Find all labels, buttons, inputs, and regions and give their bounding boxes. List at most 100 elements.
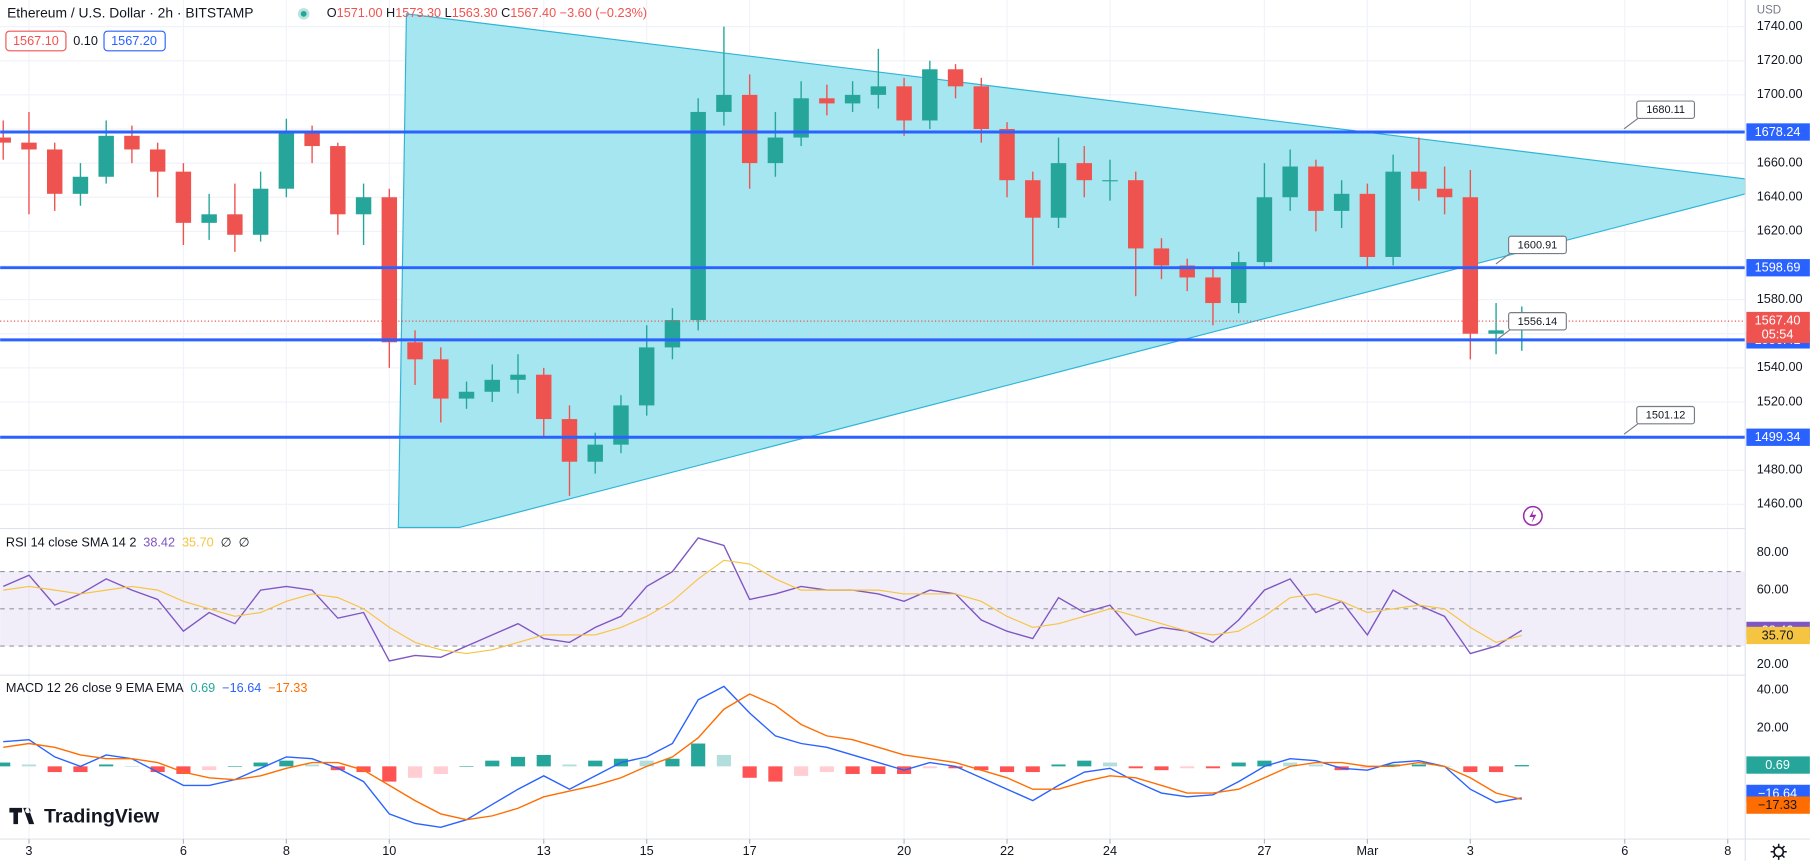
legend-value: ∅	[221, 536, 232, 550]
x-tick-label: Mar	[1356, 844, 1379, 858]
histogram-bar	[253, 762, 268, 767]
rsi-band	[0, 571, 1746, 647]
histogram-bar	[562, 764, 577, 767]
x-tick-label: 15	[640, 844, 654, 858]
candle-body	[1025, 180, 1041, 218]
histogram-bar	[150, 766, 165, 773]
x-tick-label: 8	[283, 844, 290, 858]
candle-body	[947, 69, 964, 87]
histogram-bar	[21, 764, 37, 767]
candle-body	[638, 347, 655, 406]
candle-body	[1128, 180, 1144, 249]
x-tick-label: 24	[1103, 844, 1117, 858]
candle-body	[1050, 163, 1067, 218]
logo-mark	[9, 807, 35, 825]
logo[interactable]: TradingView	[44, 805, 160, 827]
callout-label: 1501.12	[1646, 410, 1686, 422]
candle-body	[175, 171, 192, 223]
legend-name: RSI 14 close SMA 14 2	[6, 536, 136, 550]
ask: 1567.20	[111, 34, 157, 48]
histogram-bar	[1154, 766, 1169, 771]
histogram-bar	[1463, 766, 1478, 773]
y-tick-label: 1480.00	[1757, 463, 1803, 477]
candle-body	[1230, 262, 1247, 304]
candle-body	[1205, 277, 1221, 304]
histogram-bar	[176, 766, 191, 774]
histogram-bar	[279, 760, 294, 767]
y-tick-label: 60.00	[1757, 583, 1789, 597]
indicator-line	[3, 559, 1522, 655]
y-tick-label: 20.00	[1757, 721, 1789, 735]
rsi-background	[0, 570, 1746, 647]
histogram-bar	[794, 766, 809, 776]
callout-label: 1600.91	[1518, 239, 1558, 251]
price-badge-label: 35.70	[1762, 628, 1794, 642]
callout-box	[1636, 100, 1696, 119]
legend-value: ∅	[239, 536, 250, 550]
histogram-bar	[99, 764, 114, 767]
histogram-bar	[974, 766, 989, 771]
price-badge-label: 1598.69	[1755, 261, 1801, 275]
triangle-drawing[interactable]	[397, 13, 1746, 529]
histogram-bar	[1257, 760, 1272, 767]
histogram-bar	[742, 766, 757, 778]
y-tick-label: 1460.00	[1757, 497, 1803, 511]
alert-icon[interactable]	[1522, 505, 1543, 526]
histogram-bar	[716, 754, 731, 767]
y-tick-label: 1740.00	[1757, 19, 1803, 33]
histogram-bar	[202, 766, 217, 771]
sell-button[interactable]	[5, 30, 67, 52]
legend-value: 35.70	[182, 536, 214, 550]
candle-body	[973, 86, 990, 129]
y-tick-label: 1700.00	[1757, 87, 1803, 101]
histogram-bar	[768, 766, 783, 782]
candle-body	[21, 142, 37, 150]
candle-body	[1153, 248, 1170, 266]
histogram-bar	[948, 766, 963, 769]
candle-body	[1462, 197, 1479, 334]
candle-body	[149, 149, 166, 172]
candle-body	[870, 86, 887, 95]
candle-body	[124, 135, 140, 150]
callout-pointer	[1623, 117, 1639, 130]
alert-icon-bolt	[1529, 508, 1537, 523]
last-price-badge	[1746, 311, 1810, 344]
candle-body	[561, 419, 578, 462]
x-tick-label: 13	[537, 844, 551, 858]
price-badge	[1746, 123, 1810, 141]
histogram-bar	[922, 766, 937, 769]
callout-label: 1556.14	[1518, 316, 1558, 328]
market-status-dot	[300, 10, 307, 17]
ohlc-value: 1571.00	[337, 6, 383, 20]
indicator-legend: MACD 12 26 close 9 EMA EMA 0.69 −16.64 −17.…	[6, 681, 308, 695]
histogram-bar	[1231, 762, 1246, 767]
y-tick-label: 20.00	[1757, 657, 1789, 671]
callout-box	[1508, 235, 1567, 255]
callout-box	[1636, 405, 1696, 425]
countdown: 05:54	[1762, 327, 1794, 341]
histogram-bar	[1102, 762, 1118, 767]
settings-icon-teeth	[1770, 843, 1787, 860]
x-tick-label: 27	[1257, 844, 1271, 858]
legend-name: MACD 12 26 close 9 EMA EMA	[6, 681, 184, 695]
histogram-bar	[1077, 760, 1092, 767]
callout-pointer	[1495, 253, 1511, 265]
candle-body	[741, 94, 758, 164]
buy-button[interactable]	[103, 30, 166, 52]
histogram-bar	[73, 766, 88, 773]
candle-body	[407, 342, 423, 360]
legend-value: 38.42	[143, 536, 175, 550]
symbol-title[interactable]: Ethereum / U.S. Dollar · 2h · BITSTAMP	[7, 5, 253, 21]
histogram-bar	[1205, 766, 1221, 769]
histogram-bar	[356, 766, 371, 773]
histogram-bar	[305, 764, 320, 767]
axes: 1460.001480.001500.001520.001540.001560.…	[6, 19, 1810, 858]
candle-body	[1411, 171, 1427, 189]
price-badge	[1746, 756, 1810, 774]
last-price-label: 1567.40	[1755, 313, 1801, 327]
histogram-bar	[124, 766, 140, 767]
candle-body	[72, 176, 89, 194]
candle-body	[278, 132, 295, 189]
candle-body	[716, 94, 732, 112]
